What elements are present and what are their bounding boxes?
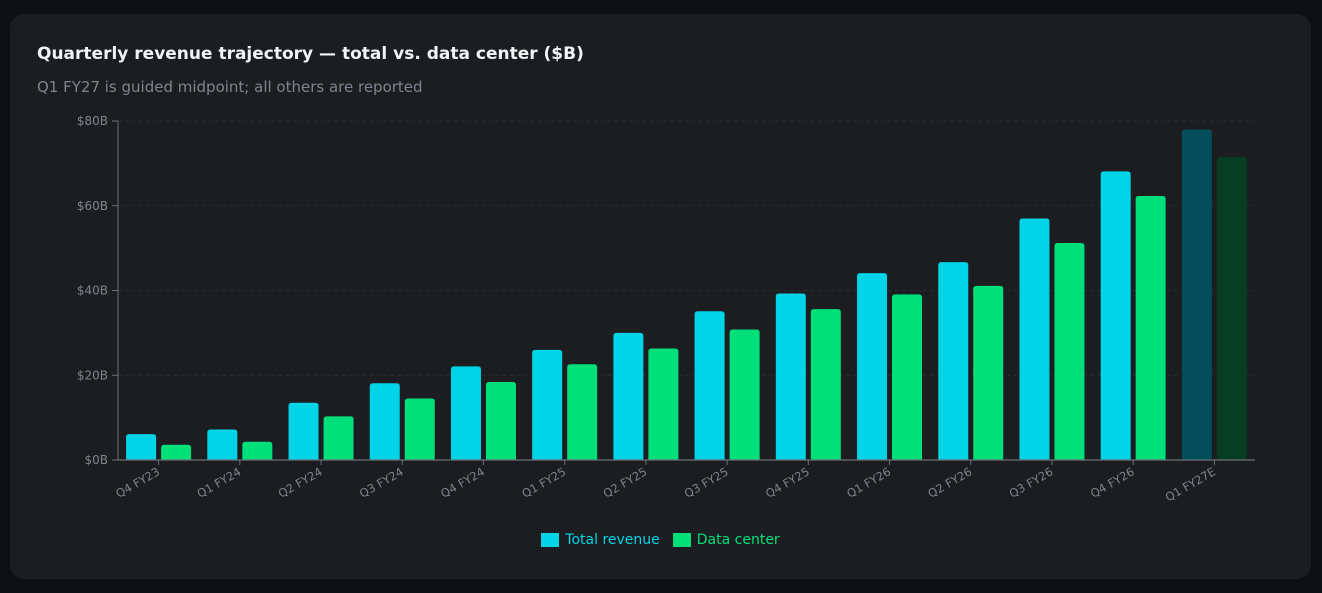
bar-data-center [161,444,192,460]
bar-total-revenue [938,262,969,460]
x-tick-label: Q2 FY24 [276,464,325,500]
bar-data-center [567,364,598,460]
bar-total-revenue [1100,171,1131,460]
bar-data-center [973,285,1004,460]
bar-total-revenue [207,429,238,460]
bar-total-revenue [775,293,806,460]
bar-total-revenue [1019,218,1050,460]
y-tick-label: $60B [77,199,108,213]
legend-swatch-data-center [672,533,691,547]
bar-data-center [892,294,923,460]
bar-chart: $0B $20B $40B $60B $80B Q4 FY23 Q1 FY24 Q2 FY2… [77,114,1255,504]
bar-data-center [404,398,435,460]
bar-total-revenue [694,311,725,460]
x-tick-label: Q4 FY24 [438,464,487,500]
x-tick-label: Q2 FY25 [601,464,650,500]
x-tick-label: Q3 FY24 [357,464,406,500]
bar-data-center [729,329,760,460]
bar-total-revenue [369,383,400,460]
x-tick-label: Q3 FY26 [1007,464,1056,500]
x-tick-label: Q1 FY27E [1163,464,1218,504]
bar-data-center [1054,243,1085,460]
bar-data-center [810,309,841,460]
x-tick-label: Q1 FY25 [519,464,568,500]
bar-data-center [1216,157,1247,461]
legend-item-total-revenue[interactable]: Total revenue [541,532,660,548]
chart-subtitle: Q1 FY27 is guided midpoint; all others a… [37,78,423,96]
x-axis: Q4 FY23 Q1 FY24 Q2 FY24 Q3 FY24 Q4 FY24 Q1 FY… [113,459,1255,504]
bar-data-center [323,416,354,460]
bar-total-revenue [126,434,157,460]
bar-total-revenue [450,366,481,460]
bar-total-revenue [532,349,563,460]
y-tick-label: $0B [84,453,108,467]
bar-data-center [485,382,516,460]
y-tick-label: $40B [77,284,108,298]
bar-data-center [648,348,679,460]
x-tick-label: Q4 FY25 [763,464,812,500]
x-tick-label: Q1 FY26 [844,464,893,500]
bars [126,129,1247,461]
y-tick-label: $80B [77,114,108,128]
chart-legend: Total revenue Data center [10,532,1311,548]
bar-total-revenue [288,402,319,460]
y-axis: $0B $20B $40B $60B $80B [77,114,119,467]
legend-swatch-total-revenue [541,533,560,547]
bar-total-revenue [613,332,644,460]
chart-card: Quarterly revenue trajectory — total vs.… [10,14,1311,579]
chart-title: Quarterly revenue trajectory — total vs.… [37,44,584,64]
x-tick-label: Q4 FY23 [113,464,162,500]
legend-item-data-center[interactable]: Data center [672,532,780,548]
legend-label-total-revenue: Total revenue [565,532,660,548]
y-tick-label: $20B [77,368,108,382]
x-tick-label: Q1 FY24 [194,464,243,500]
x-tick-label: Q3 FY25 [682,464,731,500]
bar-total-revenue [857,273,888,460]
x-tick-label: Q2 FY26 [925,464,974,500]
bar-total-revenue [1181,129,1212,460]
bar-data-center [1135,196,1166,460]
x-tick-label: Q4 FY26 [1088,464,1137,500]
bar-data-center [242,441,273,460]
legend-label-data-center: Data center [696,532,780,548]
